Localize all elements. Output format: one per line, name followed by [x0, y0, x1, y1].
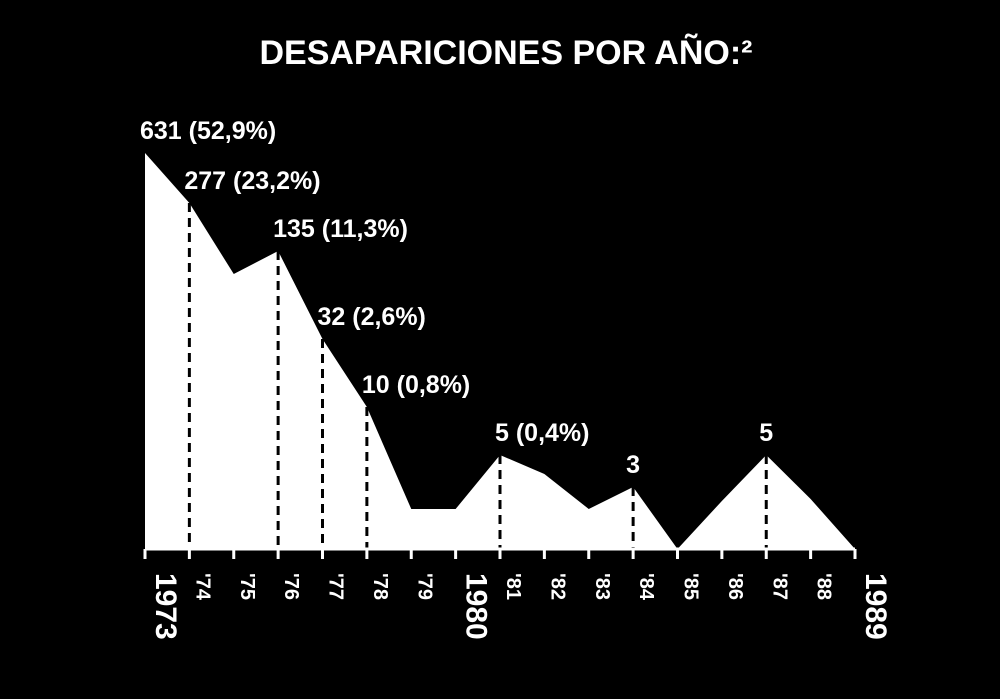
tick-label-1980: 1980: [460, 573, 493, 640]
tick-label-1975: '75: [236, 573, 258, 600]
chart-title: DESAPARICIONES POR AÑO:²: [259, 34, 752, 72]
data-label-1976: 135 (11,3%): [273, 215, 408, 243]
tick-label-1976: '76: [280, 573, 302, 600]
tick-label-1977: '77: [325, 573, 347, 600]
dash-layer: [187, 203, 768, 549]
data-label-1981: 5 (0,4%): [495, 419, 589, 447]
tick-label-1981: '81: [502, 573, 524, 600]
tick-label-1974: '74: [191, 573, 213, 601]
tick-label-1988: '88: [813, 573, 835, 600]
data-label-1987: 5: [759, 419, 773, 447]
x-axis: [143, 547, 857, 559]
data-label-1978: 10 (0,8%): [362, 371, 470, 399]
tick-label-1989: 1989: [859, 573, 892, 640]
tick-label-1979: '79: [413, 573, 435, 600]
tick-label-1984: '84: [635, 573, 657, 601]
data-label-1984: 3: [626, 451, 640, 479]
tick-label-1985: '85: [680, 573, 702, 600]
tick-label-1973: 1973: [149, 573, 182, 640]
data-labels: 631 (52,9%) 277 (23,2%) 135 (11,3%) 32 (2,6…: [140, 117, 773, 479]
tick-label-1983: '83: [591, 573, 613, 600]
tick-label-1978: '78: [369, 573, 391, 600]
data-label-1977: 32 (2,6%): [318, 303, 426, 331]
tick-label-1986: '86: [724, 573, 746, 600]
tick-label-1987: '87: [768, 573, 790, 600]
data-label-1974: 277 (23,2%): [184, 167, 320, 195]
tick-labels: 1973 '74 '75 '76 '77 '78 '79 1980 '81 '82 '83 '84 '8…: [149, 573, 892, 640]
tick-label-1982: '82: [546, 573, 568, 600]
data-label-1973: 631 (52,9%): [140, 117, 276, 145]
